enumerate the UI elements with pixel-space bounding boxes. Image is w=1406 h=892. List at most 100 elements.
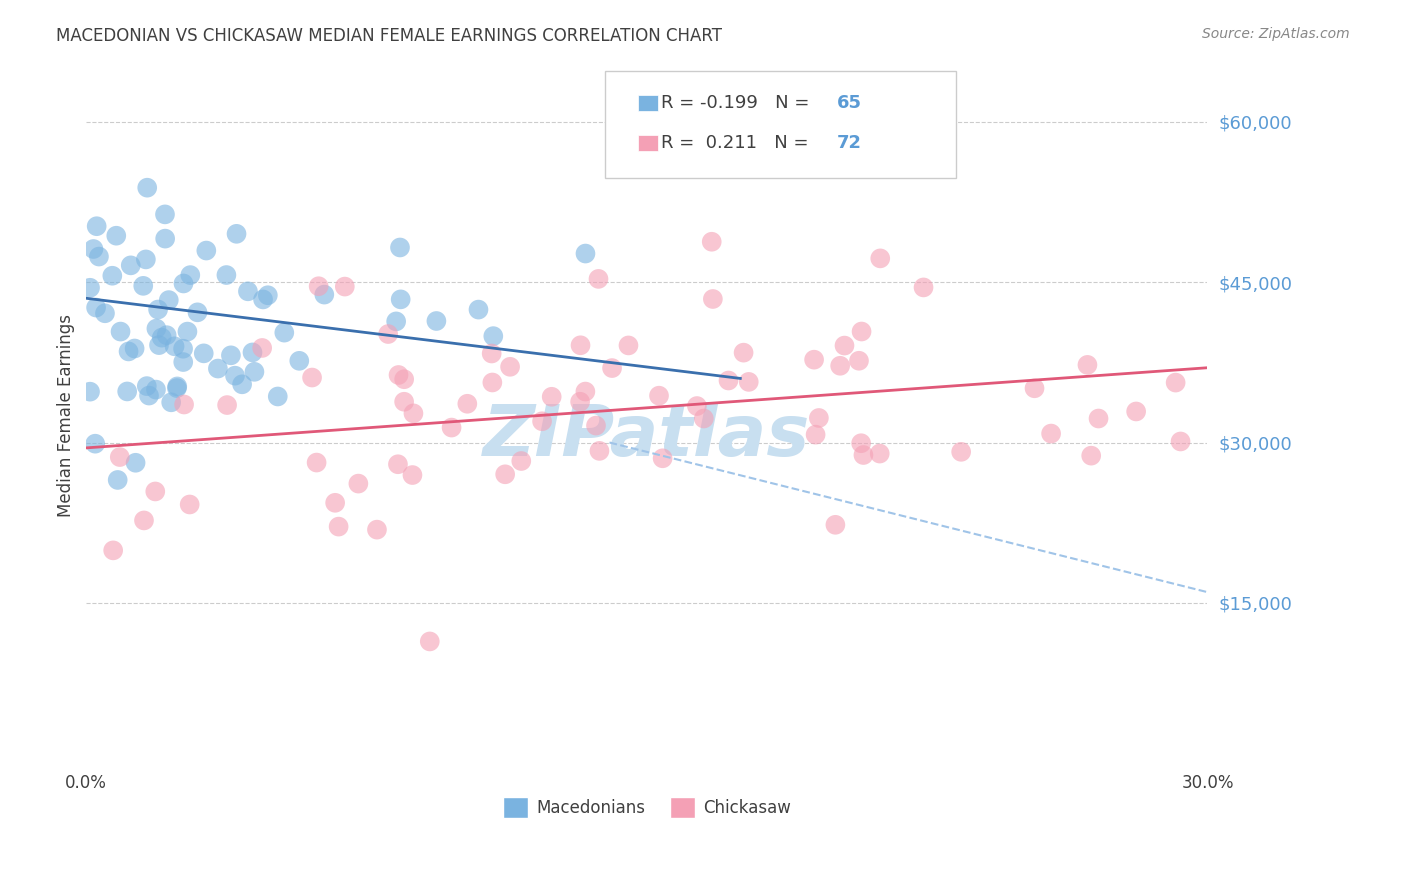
Point: [869, 252, 891, 266]
Point: [173, 277, 195, 291]
Point: [163, 339, 186, 353]
Point: [807, 411, 830, 425]
Point: [851, 325, 873, 339]
Point: [179, 498, 201, 512]
Point: [110, 325, 132, 339]
Point: [1040, 426, 1063, 441]
Point: [848, 353, 870, 368]
Point: [686, 399, 709, 413]
Point: [1125, 404, 1147, 418]
Point: [494, 467, 516, 482]
Point: [166, 379, 188, 393]
Point: [86, 219, 108, 234]
Point: [124, 456, 146, 470]
Point: [738, 375, 761, 389]
Point: [115, 384, 138, 399]
Point: [328, 519, 350, 533]
Point: [305, 456, 328, 470]
Point: [243, 365, 266, 379]
Point: [108, 450, 131, 464]
Point: [481, 376, 503, 390]
Point: [219, 348, 242, 362]
Point: [215, 268, 238, 282]
Point: [288, 353, 311, 368]
Point: [804, 427, 827, 442]
Point: [84, 436, 107, 450]
Point: [308, 279, 330, 293]
Point: [648, 389, 671, 403]
Point: [588, 443, 610, 458]
Point: [574, 384, 596, 399]
Point: [401, 468, 423, 483]
Point: [803, 352, 825, 367]
Point: [148, 338, 170, 352]
Point: [852, 448, 875, 462]
Point: [273, 326, 295, 340]
Point: [540, 390, 562, 404]
Point: [94, 306, 117, 320]
Point: [186, 305, 208, 319]
Point: [193, 346, 215, 360]
Point: [1076, 358, 1098, 372]
Point: [79, 281, 101, 295]
Point: [702, 292, 724, 306]
Text: R = -0.199   N =: R = -0.199 N =: [661, 94, 815, 112]
Point: [419, 634, 441, 648]
Point: [207, 361, 229, 376]
Point: [156, 328, 179, 343]
Point: [834, 338, 856, 352]
Point: [136, 180, 159, 194]
Point: [824, 517, 846, 532]
Point: [82, 242, 104, 256]
Point: [388, 240, 411, 254]
Point: [224, 368, 246, 383]
Point: [425, 314, 447, 328]
Point: [143, 484, 166, 499]
Point: [135, 379, 157, 393]
Point: [392, 372, 415, 386]
Point: [195, 244, 218, 258]
Point: [256, 288, 278, 302]
Point: [387, 368, 409, 382]
Point: [1170, 434, 1192, 449]
Point: [138, 388, 160, 402]
Text: Source: ZipAtlas.com: Source: ZipAtlas.com: [1202, 27, 1350, 41]
Point: [166, 381, 188, 395]
Point: [84, 301, 107, 315]
Point: [849, 436, 872, 450]
Point: [252, 293, 274, 307]
Point: [717, 374, 740, 388]
Point: [333, 279, 356, 293]
Point: [172, 355, 194, 369]
Point: [482, 329, 505, 343]
Point: [402, 406, 425, 420]
Point: [1024, 381, 1046, 395]
Point: [250, 341, 273, 355]
Point: [733, 345, 755, 359]
Point: [157, 293, 180, 307]
Point: [153, 207, 176, 221]
Point: [950, 445, 973, 459]
Point: [1087, 411, 1109, 425]
Point: [173, 397, 195, 411]
Point: [236, 285, 259, 299]
Point: [153, 232, 176, 246]
Point: [225, 227, 247, 241]
Point: [481, 346, 503, 360]
Point: [588, 272, 610, 286]
Point: [160, 395, 183, 409]
Text: ZIPatlas: ZIPatlas: [484, 402, 811, 471]
Legend: Macedonians, Chickasaw: Macedonians, Chickasaw: [496, 790, 797, 824]
Point: [440, 420, 463, 434]
Point: [120, 258, 142, 272]
Point: [132, 513, 155, 527]
Point: [869, 446, 891, 460]
Point: [385, 314, 408, 328]
Point: [347, 476, 370, 491]
Point: [531, 414, 554, 428]
Point: [242, 345, 264, 359]
Point: [569, 394, 592, 409]
Point: [366, 523, 388, 537]
Point: [176, 325, 198, 339]
Point: [150, 331, 173, 345]
